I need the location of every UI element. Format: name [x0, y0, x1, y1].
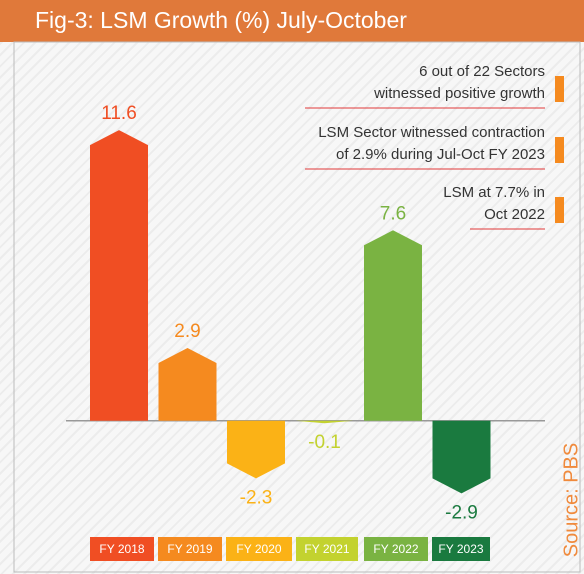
value-label: 2.9 [174, 321, 200, 342]
annotation: 6 out of 22 Sectors [419, 63, 545, 80]
annotation: Oct 2022 [484, 206, 545, 223]
legend-label: FY 2023 [438, 542, 483, 556]
annotation: LSM Sector witnessed contraction [318, 124, 545, 141]
chart-title: Fig-3: LSM Growth (%) July-October [35, 7, 407, 33]
legend-swatch [226, 537, 292, 561]
annotation: LSM at 7.7% in [443, 184, 545, 201]
annotation-marker [555, 197, 564, 223]
legend-label: FY 2018 [99, 542, 144, 556]
annotation-marker [555, 76, 564, 102]
legend-label: FY 2021 [304, 542, 349, 556]
value-label: 11.6 [101, 103, 137, 124]
legend-swatch [364, 537, 428, 561]
bar [158, 348, 217, 421]
legend-swatch [296, 537, 358, 561]
value-label: -2.9 [445, 502, 478, 523]
legend-swatch [90, 537, 154, 561]
annotation: witnessed positive growth [373, 85, 545, 102]
annotation: of 2.9% during Jul-Oct FY 2023 [336, 146, 545, 163]
legend-swatch [158, 537, 222, 561]
bar [90, 130, 148, 421]
legend-label: FY 2022 [373, 542, 418, 556]
bar [432, 420, 491, 494]
bar [295, 420, 354, 424]
value-label: 7.6 [380, 203, 406, 224]
bar [364, 230, 422, 421]
value-label: -0.1 [308, 432, 341, 453]
value-label: -2.3 [240, 487, 273, 508]
legend-label: FY 2020 [236, 542, 281, 556]
legend-swatch [432, 537, 490, 561]
bar [227, 420, 285, 479]
frame [13, 41, 581, 573]
annotation-marker [555, 137, 564, 163]
title-bar [0, 0, 584, 42]
source: Source: PBS [560, 443, 582, 558]
legend-label: FY 2019 [167, 542, 212, 556]
